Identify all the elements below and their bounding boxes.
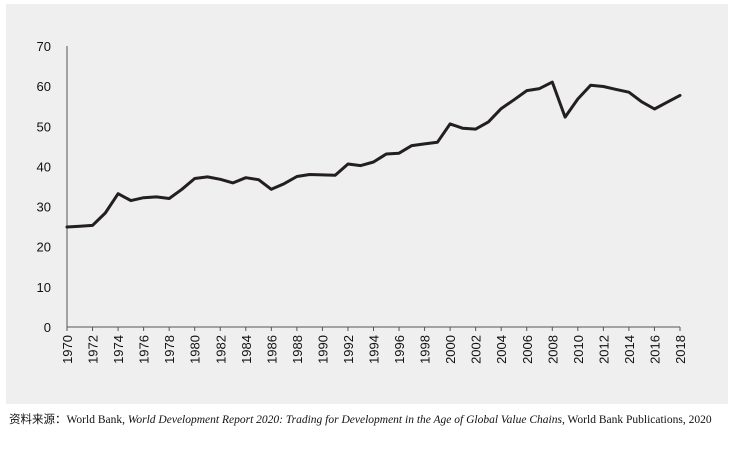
x-tick-label: 1976 — [137, 335, 152, 364]
x-tick-label: 1996 — [392, 335, 407, 364]
x-tick-label: 2018 — [673, 335, 688, 364]
y-tick-label: 20 — [37, 240, 51, 255]
y-tick-label: 40 — [37, 159, 51, 174]
source-prefix: 资料来源：World Bank, — [9, 414, 128, 426]
y-tick-label: 60 — [37, 79, 51, 94]
y-tick-label: 10 — [37, 280, 51, 295]
x-tick-label: 2012 — [596, 335, 611, 364]
line-chart: 0 10 20 30 40 50 60 70 1970 1972 1974 1976 1978 1980 1… — [37, 39, 688, 364]
chart-panel: 0 10 20 30 40 50 60 70 1970 1972 1974 1976 1978 1980 1… — [6, 4, 728, 404]
source-note: 资料来源：World Bank, World Development Repor… — [9, 413, 725, 427]
x-tick-label: 1988 — [290, 335, 305, 364]
x-tick-label: 1984 — [239, 335, 254, 364]
x-tick-label: 1974 — [111, 335, 126, 364]
x-tick-label: 2000 — [443, 335, 458, 364]
y-tick-label: 0 — [44, 320, 51, 335]
x-tick-label: 1980 — [188, 335, 203, 364]
x-tick-label: 2008 — [545, 335, 560, 364]
x-tick-label: 1990 — [315, 335, 330, 364]
x-tick-label: 2004 — [494, 335, 509, 364]
x-tick-label: 1986 — [264, 335, 279, 364]
x-tick-label: 2010 — [571, 335, 586, 364]
series-line — [65, 80, 682, 229]
y-tick-label: 50 — [37, 119, 51, 134]
x-tick-label: 2014 — [622, 335, 637, 364]
x-tick-label: 1970 — [60, 335, 75, 364]
y-tick-label: 70 — [37, 39, 51, 54]
source-suffix: , World Bank Publications, 2020 — [561, 414, 712, 426]
x-tick-label: 1992 — [341, 335, 356, 364]
x-tick-label: 1972 — [86, 335, 101, 364]
x-tick-label: 1994 — [367, 335, 382, 364]
x-tick-label: 1982 — [213, 335, 228, 364]
x-tick-label: 2002 — [469, 335, 484, 364]
x-tick-label: 2016 — [647, 335, 662, 364]
x-tick-label: 2006 — [520, 335, 535, 364]
x-tick-label: 1998 — [418, 335, 433, 364]
source-report-title: World Development Report 2020: Trading f… — [127, 414, 562, 426]
x-tick-label: 1978 — [162, 335, 177, 364]
y-tick-label: 30 — [37, 200, 51, 215]
